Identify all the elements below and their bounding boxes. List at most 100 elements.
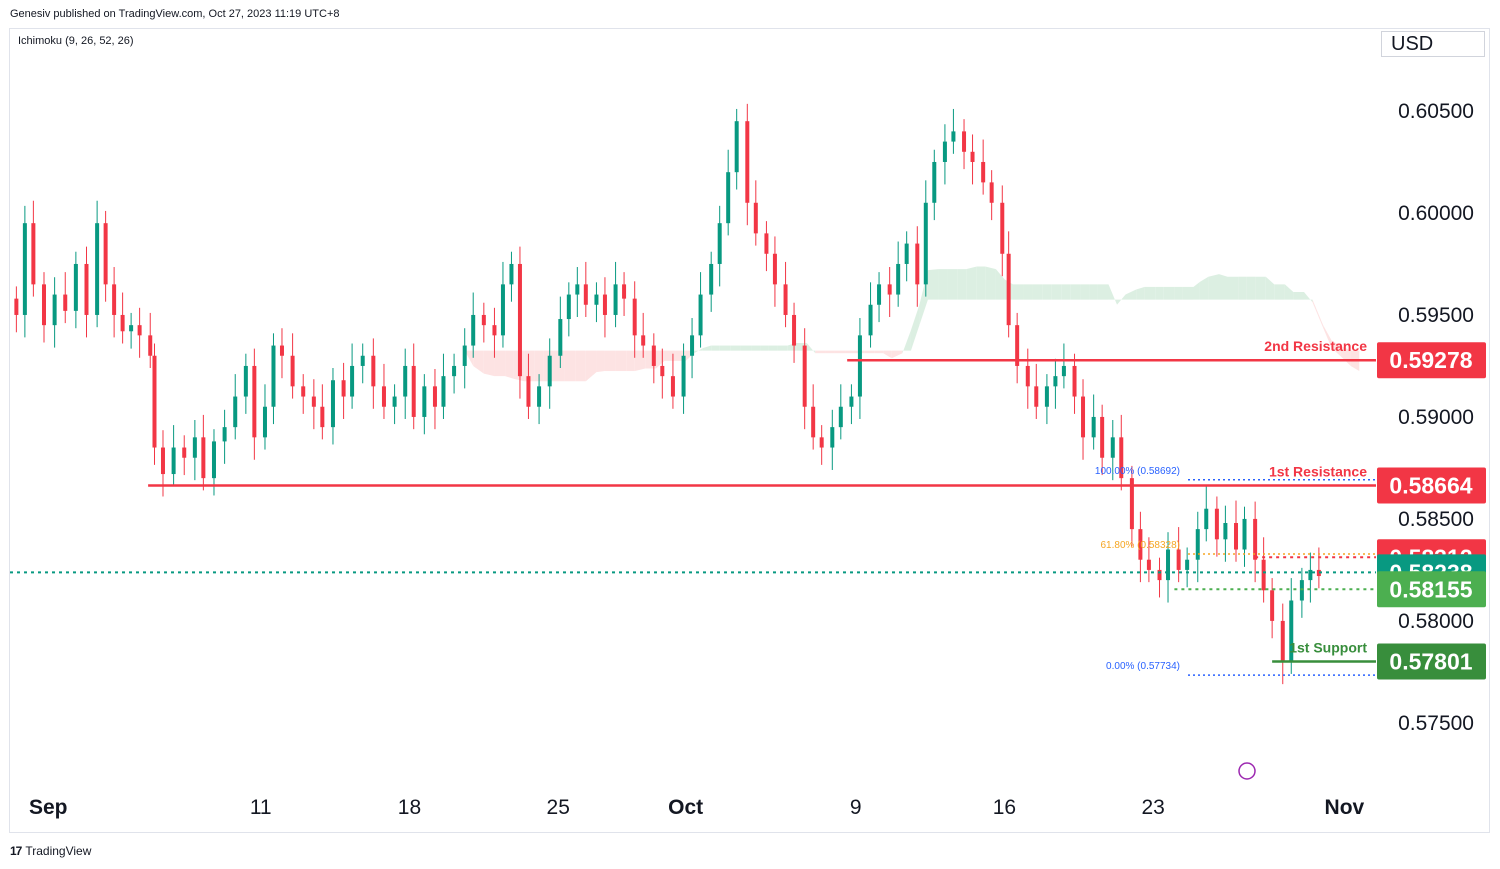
candle-body (1316, 569, 1321, 577)
candle-body (1034, 386, 1039, 407)
candle-body (962, 131, 967, 152)
currency-selector[interactable]: USD (1381, 31, 1485, 57)
candle-body (660, 365, 665, 377)
candle-body (932, 161, 937, 203)
x-tick-label: 25 (547, 796, 570, 819)
price-badge (1377, 467, 1486, 504)
cloud-segment (585, 350, 597, 382)
candle-body (1146, 559, 1151, 570)
candle-body (492, 325, 497, 336)
candle-body (1025, 365, 1030, 387)
cloud-segment (845, 350, 854, 354)
candle-body (783, 284, 788, 315)
candle-body (371, 355, 376, 387)
cloud-segment (1293, 292, 1305, 300)
cloud-segment (330, 279, 342, 290)
candle-body (1044, 386, 1049, 407)
fibonacci: 100.00% (0.58692) 61.80% (0.58328) 0.00% (… (1095, 466, 1376, 676)
candle-body (290, 355, 295, 387)
cloud-segment (483, 350, 495, 377)
y-tick-label: 0.58000 (1398, 610, 1474, 633)
candle-body (137, 325, 142, 336)
cloud-segment (806, 343, 816, 354)
cloud-segment (815, 350, 826, 354)
cloud-segment (1246, 276, 1256, 300)
cloud-segment (596, 350, 605, 373)
cloud-segment (575, 350, 586, 382)
candle-body (830, 427, 835, 448)
candle-body (915, 243, 920, 285)
x-tick-label: Oct (668, 796, 703, 819)
candle-body (481, 314, 486, 326)
cloud-segment (1051, 284, 1062, 300)
candle-body (452, 365, 457, 377)
tradingview-logo-icon: 17 (10, 844, 22, 858)
cloud-segment (524, 350, 535, 382)
candle-body (772, 253, 777, 285)
candle-body (120, 314, 125, 332)
candle-body (1157, 569, 1162, 581)
candle-body (63, 294, 68, 311)
price-badge-label: 0.59278 (1389, 347, 1472, 373)
candle-body (1214, 508, 1219, 540)
candle-body (951, 131, 956, 142)
cloud-segment (702, 345, 712, 351)
candle-body (14, 298, 19, 315)
candle-body (717, 223, 722, 264)
cloud-segment (1032, 284, 1043, 300)
cloud-segment (1136, 286, 1145, 300)
candle-body (923, 202, 928, 285)
candle-body (868, 304, 873, 336)
cloud-segment (883, 350, 892, 359)
cloud-segment (1219, 274, 1228, 300)
candle-body (192, 437, 197, 458)
candle-body (360, 355, 365, 366)
candle-body (1081, 396, 1086, 438)
cloud-segment (564, 350, 576, 382)
candle-body (271, 345, 276, 407)
cloud-segment (634, 350, 646, 372)
candle-body (509, 263, 514, 285)
candle-body (279, 345, 284, 356)
indicator-legend[interactable]: Ichimoku (9, 26, 52, 26) (18, 35, 134, 47)
candle-body (558, 319, 563, 356)
candle-body (320, 406, 325, 428)
candle-body (1166, 549, 1171, 581)
cloud-segment (976, 266, 986, 300)
candle-body (500, 284, 505, 336)
candle-body (566, 294, 571, 320)
cloud-segment (1089, 284, 1098, 300)
candle-body (811, 406, 816, 438)
cloud-segment (1023, 284, 1033, 300)
candle-body (622, 284, 627, 299)
candle-body (52, 294, 57, 326)
cloud-segment (494, 350, 506, 377)
candle-body (613, 284, 618, 315)
cloud-segment (1323, 325, 1332, 349)
cloud-segment (1199, 276, 1209, 300)
cloud-segment (995, 269, 1005, 300)
cloud-segment (1304, 292, 1313, 303)
price-badge-label: 0.58664 (1389, 472, 1472, 498)
cloud-segment (1163, 286, 1175, 300)
cloud-segment (655, 350, 665, 369)
cloud-segment (1117, 294, 1126, 305)
candle-body (802, 345, 807, 407)
candle-body (970, 151, 975, 162)
cloud-segment (777, 345, 788, 351)
candle-body (1129, 478, 1134, 530)
price-badge-label: 0.57801 (1389, 648, 1472, 674)
cloud-segment (1108, 284, 1118, 305)
chart-frame (9, 28, 1490, 833)
cloud-segment (711, 345, 720, 351)
candle-body (849, 396, 854, 407)
footer: 17 TradingView (10, 844, 91, 858)
candle-body (1308, 569, 1313, 581)
cloud-segment (1208, 274, 1220, 300)
candle-body (73, 263, 78, 311)
candle-body (350, 365, 355, 397)
candle-body (330, 380, 335, 428)
cloud-segment (626, 350, 635, 372)
candle-body (1289, 600, 1294, 662)
